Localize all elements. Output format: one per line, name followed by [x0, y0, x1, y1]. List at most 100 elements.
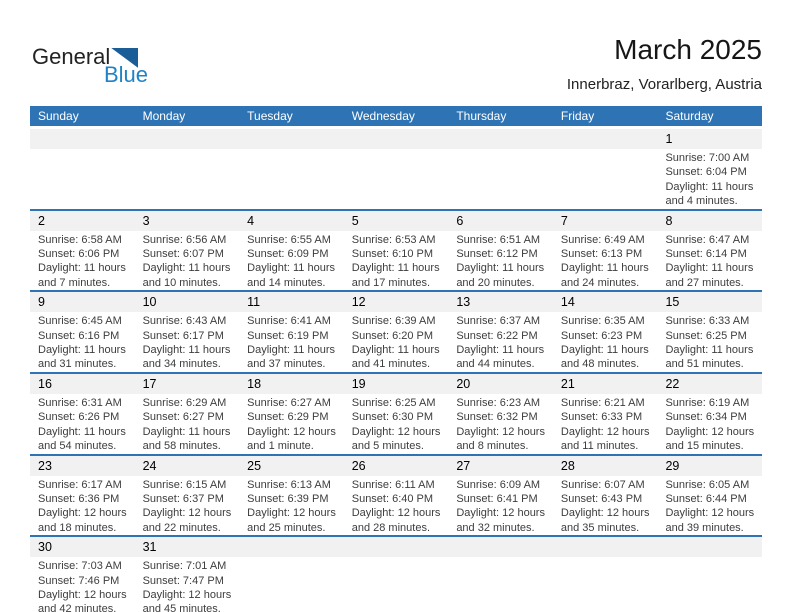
sunset-text: Sunset: 6:25 PM [665, 329, 747, 342]
day-cell: Sunrise: 6:45 AM Sunset: 6:16 PM Daylight:… [30, 312, 135, 372]
empty-day-cell [553, 149, 658, 209]
sunset-text: Sunset: 6:23 PM [560, 329, 643, 342]
sunset-text: Sunset: 6:32 PM [456, 411, 538, 424]
page-title: March 2025 [614, 34, 762, 65]
sunrise-text: Sunrise: 6:27 AM [247, 396, 331, 409]
daylight-text-line2: and 22 minutes. [142, 521, 221, 534]
empty-day-cell [135, 149, 240, 209]
sunset-text: Sunset: 6:40 PM [351, 492, 434, 505]
day-details-row: Sunrise: 6:31 AM Sunset: 6:26 PM Daylight:… [30, 393, 762, 454]
day-number-strip: 9 10 11 12 13 14 15 [30, 292, 762, 313]
daylight-text-line2: and 17 minutes. [351, 276, 431, 289]
sunset-text: Sunset: 6:07 PM [142, 248, 224, 261]
day-number: 18 [247, 376, 262, 391]
day-number: 26 [351, 458, 366, 473]
sunrise-text: Sunrise: 6:13 AM [247, 478, 331, 491]
sunset-text: Sunset: 6:06 PM [38, 248, 120, 261]
daylight-text-line2: and 39 minutes. [665, 521, 744, 534]
sunrise-text: Sunrise: 6:39 AM [351, 315, 436, 328]
page-header: General Blue March 2025 Innerbraz, Vorar… [30, 0, 762, 106]
daylight-text-line1: Daylight: 12 hours [456, 507, 545, 520]
day-cell: Sunrise: 6:05 AM Sunset: 6:44 PM Daylight:… [657, 476, 762, 536]
day-cell: Sunrise: 6:15 AM Sunset: 6:37 PM Daylight:… [135, 476, 240, 536]
day-cell: Sunrise: 7:03 AM Sunset: 7:46 PM Daylight:… [30, 557, 135, 612]
day-cell: Sunrise: 6:56 AM Sunset: 6:07 PM Daylight:… [135, 231, 240, 291]
day-number: 6 [456, 213, 464, 228]
day-cell: Sunrise: 6:19 AM Sunset: 6:34 PM Daylight:… [657, 394, 762, 454]
daylight-text-line2: and 1 minute. [247, 440, 314, 453]
sunset-text: Sunset: 6:36 PM [38, 492, 120, 505]
sunset-text: Sunset: 7:47 PM [142, 574, 224, 587]
daylight-text-line1: Daylight: 11 hours [142, 262, 231, 275]
day-cell: Sunrise: 6:09 AM Sunset: 6:41 PM Daylight:… [448, 476, 553, 536]
empty-day-cell [344, 557, 449, 612]
weekday-header-friday: Friday [560, 109, 595, 123]
sunset-text: Sunset: 7:46 PM [38, 574, 120, 587]
weekday-header-row: Sunday Monday Tuesday Wednesday Thursday Frid… [30, 106, 762, 126]
day-number: 17 [142, 376, 157, 391]
sunrise-text: Sunrise: 6:11 AM [351, 478, 435, 491]
daylight-text-line2: and 18 minutes. [38, 521, 117, 534]
sunrise-text: Sunrise: 6:17 AM [38, 478, 122, 491]
daylight-text-line1: Daylight: 12 hours [247, 507, 336, 520]
daylight-text-line1: Daylight: 11 hours [665, 344, 754, 357]
daylight-text-line2: and 32 minutes. [456, 521, 535, 534]
day-number: 14 [560, 295, 575, 310]
daylight-text-line1: Daylight: 11 hours [351, 344, 440, 357]
daylight-text-line2: and 5 minutes. [351, 440, 424, 453]
sunrise-text: Sunrise: 6:43 AM [142, 315, 227, 328]
sunrise-text: Sunrise: 7:00 AM [665, 152, 750, 164]
sunset-text: Sunset: 6:16 PM [38, 329, 120, 342]
daylight-text-line1: Daylight: 12 hours [38, 588, 127, 601]
sunrise-text: Sunrise: 6:53 AM [351, 233, 436, 246]
sunrise-text: Sunrise: 6:41 AM [247, 315, 331, 328]
empty-day-cell [239, 149, 344, 209]
day-cell: Sunrise: 6:29 AM Sunset: 6:27 PM Daylight:… [135, 394, 240, 454]
day-number: 20 [456, 376, 471, 391]
daylight-text-line1: Daylight: 11 hours [38, 344, 126, 357]
daylight-text-line2: and 27 minutes. [665, 276, 744, 289]
day-number: 21 [560, 376, 575, 391]
sunrise-text: Sunrise: 6:47 AM [665, 233, 750, 246]
sunset-text: Sunset: 6:37 PM [142, 492, 224, 505]
day-number: 16 [38, 376, 52, 391]
day-number: 30 [38, 540, 52, 555]
day-details-row: Sunrise: 7:03 AM Sunset: 7:46 PM Daylight:… [30, 557, 762, 612]
sunset-text: Sunset: 6:09 PM [247, 248, 329, 261]
day-number: 12 [351, 295, 366, 310]
empty-day-cell [239, 557, 344, 612]
day-number: 23 [38, 458, 52, 473]
daylight-text-line1: Daylight: 11 hours [142, 425, 231, 438]
sunset-text: Sunset: 6:10 PM [351, 248, 434, 261]
week-row: 23 24 25 26 27 28 29 Sunrise: 6:17 AM Sunset: 6:… [30, 453, 762, 536]
day-number: 25 [247, 458, 262, 473]
day-details-row: Sunrise: 6:58 AM Sunset: 6:06 PM Daylight:… [30, 230, 762, 291]
daylight-text-line1: Daylight: 12 hours [665, 425, 755, 438]
daylight-text-line2: and 25 minutes. [247, 521, 326, 534]
day-cell: Sunrise: 6:47 AM Sunset: 6:14 PM Daylight:… [657, 231, 762, 291]
day-cell: Sunrise: 6:21 AM Sunset: 6:33 PM Daylight:… [553, 394, 658, 454]
day-number: 31 [142, 540, 157, 555]
empty-day-cell [553, 557, 658, 612]
daylight-text-line1: Daylight: 12 hours [665, 507, 755, 520]
daylight-text-line2: and 34 minutes. [142, 358, 221, 371]
weekday-header-tuesday: Tuesday [247, 109, 293, 123]
day-number: 28 [560, 458, 575, 473]
day-number-strip: 16 17 18 19 20 21 22 [30, 373, 762, 394]
sunrise-text: Sunrise: 6:49 AM [560, 233, 645, 246]
daylight-text-line2: and 7 minutes. [38, 276, 111, 289]
day-cell: Sunrise: 6:27 AM Sunset: 6:29 PM Daylight:… [239, 394, 344, 454]
day-number: 3 [142, 213, 150, 228]
day-cell: Sunrise: 6:11 AM Sunset: 6:40 PM Daylight:… [344, 476, 449, 536]
sunrise-text: Sunrise: 6:45 AM [38, 315, 122, 328]
daylight-text-line2: and 15 minutes. [665, 440, 744, 453]
sunrise-text: Sunrise: 6:37 AM [456, 315, 541, 328]
daylight-text-line1: Daylight: 11 hours [38, 425, 126, 438]
day-cell: Sunrise: 6:23 AM Sunset: 6:32 PM Daylight:… [448, 394, 553, 454]
sunrise-text: Sunrise: 6:58 AM [38, 233, 122, 246]
daylight-text-line1: Daylight: 11 hours [247, 262, 336, 275]
calendar-grid: Sunday Monday Tuesday Wednesday Thursday Frid… [30, 106, 762, 612]
sunset-text: Sunset: 6:20 PM [351, 329, 434, 342]
logo-text-blue: Blue [104, 62, 149, 87]
